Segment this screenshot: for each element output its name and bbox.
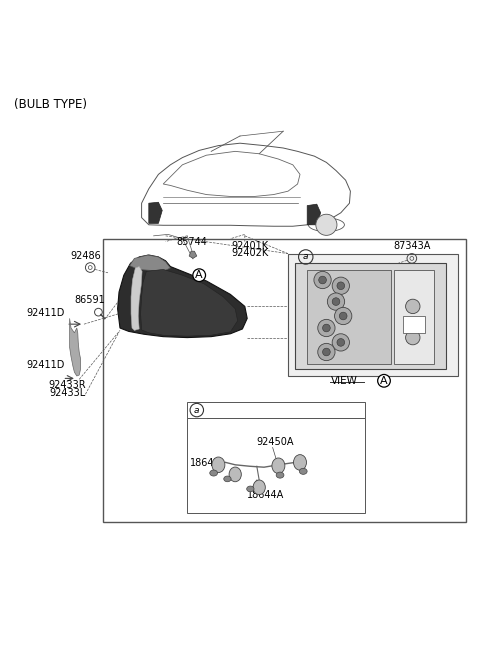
Bar [288, 254, 458, 376]
Text: VIEW: VIEW [331, 376, 358, 386]
Ellipse shape [293, 455, 307, 470]
Text: 92402K: 92402K [231, 249, 268, 258]
Circle shape [318, 319, 335, 337]
Ellipse shape [300, 468, 307, 474]
Bar [187, 402, 365, 418]
Bar [103, 239, 466, 522]
Polygon shape [131, 266, 142, 331]
Circle shape [332, 277, 349, 295]
Text: 92401K: 92401K [231, 241, 268, 251]
Circle shape [339, 312, 347, 320]
Circle shape [319, 276, 326, 284]
Text: A: A [195, 270, 203, 280]
Circle shape [406, 299, 420, 314]
Text: 86591: 86591 [75, 295, 106, 305]
Ellipse shape [210, 470, 217, 476]
Text: 92433L: 92433L [49, 388, 85, 398]
Text: 92411D: 92411D [26, 360, 65, 370]
Text: (BULB TYPE): (BULB TYPE) [14, 98, 87, 111]
Circle shape [314, 272, 331, 289]
Text: a: a [194, 405, 200, 415]
Bar [307, 270, 391, 364]
Bar [394, 270, 434, 364]
Circle shape [323, 348, 330, 356]
Polygon shape [130, 255, 170, 272]
Text: 85744: 85744 [177, 237, 207, 247]
Polygon shape [149, 202, 162, 223]
Text: 18642: 18642 [190, 459, 221, 468]
Text: 92450A: 92450A [256, 436, 294, 447]
Bar [295, 263, 446, 369]
Circle shape [332, 298, 340, 306]
Polygon shape [118, 255, 247, 338]
Text: 87343A: 87343A [393, 241, 431, 251]
Ellipse shape [224, 476, 231, 482]
Bar [403, 316, 425, 333]
Ellipse shape [272, 458, 285, 474]
Polygon shape [189, 251, 197, 258]
Ellipse shape [229, 467, 241, 482]
Circle shape [337, 282, 345, 289]
Text: 92411D: 92411D [26, 308, 65, 318]
Text: 18644A: 18644A [247, 490, 284, 501]
Text: 92486: 92486 [70, 251, 101, 261]
Circle shape [337, 338, 345, 346]
Ellipse shape [212, 457, 225, 472]
Ellipse shape [247, 486, 254, 492]
Circle shape [332, 334, 349, 351]
Polygon shape [141, 270, 238, 336]
Circle shape [318, 343, 335, 361]
Circle shape [335, 308, 352, 325]
Circle shape [327, 293, 345, 310]
Text: a: a [303, 253, 309, 262]
Circle shape [406, 331, 420, 345]
Ellipse shape [276, 472, 284, 478]
Bar [187, 418, 365, 513]
Ellipse shape [253, 480, 265, 495]
Circle shape [323, 324, 330, 332]
Polygon shape [307, 204, 321, 225]
Circle shape [316, 215, 337, 236]
Polygon shape [70, 318, 81, 376]
Text: A: A [380, 376, 388, 386]
Text: 92433R: 92433R [48, 380, 86, 390]
